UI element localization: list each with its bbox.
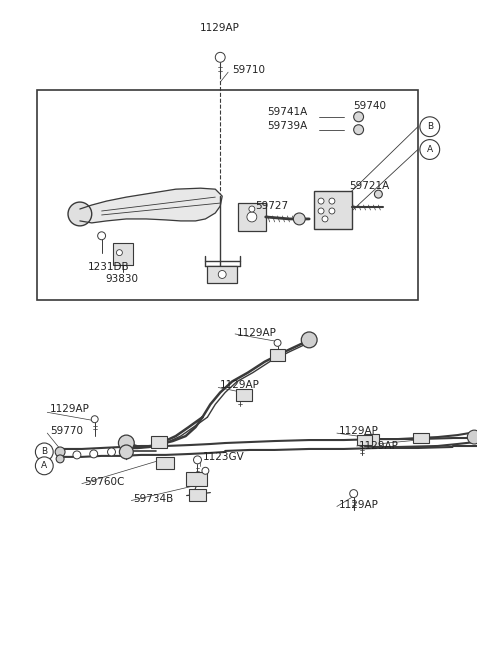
Bar bbox=[413, 433, 429, 443]
Circle shape bbox=[350, 490, 358, 498]
Text: 1129AP: 1129AP bbox=[359, 441, 398, 451]
Bar bbox=[363, 434, 379, 446]
Circle shape bbox=[374, 190, 383, 198]
Text: 59770: 59770 bbox=[50, 426, 83, 436]
Text: 1129AP: 1129AP bbox=[220, 379, 260, 390]
Circle shape bbox=[120, 445, 133, 459]
Bar bbox=[238, 203, 266, 231]
Text: 1129AP: 1129AP bbox=[237, 328, 277, 338]
Text: B: B bbox=[427, 122, 433, 131]
Circle shape bbox=[73, 451, 81, 459]
Bar bbox=[236, 390, 252, 402]
Text: 1129AP: 1129AP bbox=[200, 22, 240, 33]
Text: 1231DB: 1231DB bbox=[88, 261, 130, 272]
Polygon shape bbox=[80, 188, 222, 223]
Bar bbox=[151, 436, 167, 448]
Bar bbox=[37, 90, 418, 300]
Circle shape bbox=[202, 467, 209, 474]
Circle shape bbox=[36, 457, 53, 475]
Text: 59741A: 59741A bbox=[268, 107, 308, 117]
Text: 59740: 59740 bbox=[354, 101, 387, 111]
Circle shape bbox=[301, 332, 317, 348]
Circle shape bbox=[237, 392, 243, 398]
Text: 59727: 59727 bbox=[255, 201, 288, 211]
Circle shape bbox=[249, 206, 255, 212]
Circle shape bbox=[329, 198, 335, 204]
Circle shape bbox=[420, 117, 440, 137]
Circle shape bbox=[329, 208, 335, 214]
Circle shape bbox=[119, 435, 134, 451]
Circle shape bbox=[68, 202, 92, 226]
Bar bbox=[186, 472, 207, 485]
Bar bbox=[156, 457, 174, 469]
Text: 59710: 59710 bbox=[232, 66, 265, 75]
Bar bbox=[113, 243, 133, 265]
Circle shape bbox=[322, 216, 328, 222]
Text: B: B bbox=[41, 447, 48, 457]
Bar bbox=[270, 349, 286, 361]
Text: 59721A: 59721A bbox=[349, 181, 389, 191]
Circle shape bbox=[97, 232, 106, 240]
Circle shape bbox=[193, 456, 202, 464]
Circle shape bbox=[318, 198, 324, 204]
Circle shape bbox=[216, 52, 225, 62]
Text: 59734B: 59734B bbox=[133, 493, 173, 504]
Text: 1129AP: 1129AP bbox=[50, 404, 90, 415]
Circle shape bbox=[117, 250, 122, 255]
Circle shape bbox=[293, 213, 305, 225]
Text: A: A bbox=[41, 461, 48, 470]
Bar bbox=[357, 435, 372, 445]
Circle shape bbox=[90, 450, 97, 458]
Circle shape bbox=[468, 430, 480, 444]
Circle shape bbox=[55, 447, 65, 457]
Circle shape bbox=[108, 448, 116, 456]
Text: 93830: 93830 bbox=[106, 274, 139, 284]
Circle shape bbox=[56, 455, 64, 463]
Text: 59739A: 59739A bbox=[268, 121, 308, 131]
Bar bbox=[314, 191, 352, 229]
Bar bbox=[189, 489, 206, 500]
Circle shape bbox=[247, 212, 257, 222]
Circle shape bbox=[91, 416, 98, 422]
Circle shape bbox=[354, 112, 363, 122]
Circle shape bbox=[354, 124, 363, 135]
Circle shape bbox=[274, 339, 281, 346]
Circle shape bbox=[36, 443, 53, 461]
Circle shape bbox=[318, 208, 324, 214]
Text: 1129AP: 1129AP bbox=[339, 426, 379, 436]
Bar bbox=[207, 265, 237, 284]
Text: A: A bbox=[427, 145, 433, 154]
Text: 1129AP: 1129AP bbox=[339, 500, 379, 510]
Circle shape bbox=[420, 140, 440, 159]
Text: 59760C: 59760C bbox=[84, 477, 124, 487]
Text: 1123GV: 1123GV bbox=[203, 452, 244, 462]
Circle shape bbox=[358, 440, 365, 447]
Circle shape bbox=[218, 271, 226, 278]
